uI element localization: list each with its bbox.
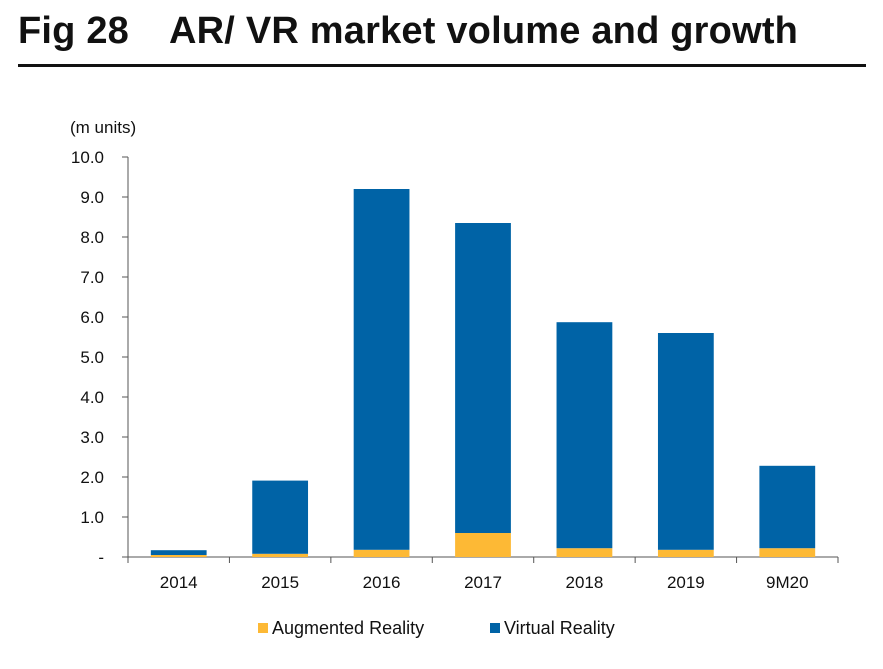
y-tick-label: 10.0 xyxy=(71,148,104,167)
y-tick-label: 8.0 xyxy=(80,228,104,247)
figure-number: Fig 28 xyxy=(18,10,130,52)
x-tick-label: 2019 xyxy=(667,573,705,592)
title-rule xyxy=(18,64,866,67)
bar-virtual-reality-2015 xyxy=(252,480,309,554)
legend-label-virtual-reality: Virtual Reality xyxy=(504,618,615,638)
legend: Augmented Reality Virtual Reality xyxy=(258,618,615,638)
bar-augmented-reality-2016 xyxy=(353,549,410,557)
y-tick-label: 3.0 xyxy=(80,428,104,447)
legend-swatch-augmented-reality xyxy=(258,623,268,633)
x-tick-label: 2016 xyxy=(363,573,401,592)
bar-virtual-reality-2017 xyxy=(455,223,511,533)
bar-augmented-reality-2014 xyxy=(150,555,207,557)
bar-virtual-reality-2018 xyxy=(556,322,613,549)
bar-augmented-reality-2019 xyxy=(657,549,714,557)
y-tick-label: 7.0 xyxy=(80,268,104,287)
y-tick-label: 4.0 xyxy=(80,388,104,407)
legend-swatch-virtual-reality xyxy=(490,623,500,633)
bar-augmented-reality-9m20 xyxy=(759,548,816,557)
bar-augmented-reality-2017 xyxy=(455,533,511,557)
y-tick-label: 5.0 xyxy=(80,348,104,367)
plot-area: - 1.0 2.0 3.0 4.0 5.0 6.0 7.0 8.0 9.0 10.0 2014 2015… xyxy=(71,148,839,592)
x-tick-label: 9M20 xyxy=(766,573,809,592)
x-tick-label: 2017 xyxy=(464,573,502,592)
x-tick-label: 2014 xyxy=(160,573,198,592)
bar-augmented-reality-2018 xyxy=(556,548,613,557)
y-tick-label: 9.0 xyxy=(80,188,104,207)
bar-augmented-reality-2015 xyxy=(252,553,309,557)
bar-virtual-reality-2014 xyxy=(150,550,207,555)
y-tick-label: 1.0 xyxy=(80,508,104,527)
x-tick-label: 2018 xyxy=(566,573,604,592)
figure-title: Fig 28 AR/ VR market volume and growth xyxy=(18,10,798,53)
y-tick-label: 2.0 xyxy=(80,468,104,487)
y-axis-label: (m units) xyxy=(70,118,136,137)
y-tick-label: - xyxy=(98,548,104,567)
bar-virtual-reality-2016 xyxy=(353,189,410,550)
y-tick-label: 6.0 xyxy=(80,308,104,327)
bar-virtual-reality-9m20 xyxy=(759,465,816,549)
bar-virtual-reality-2019 xyxy=(657,333,714,550)
figure-title-text: AR/ VR market volume and growth xyxy=(169,10,799,52)
x-tick-label: 2015 xyxy=(261,573,299,592)
legend-label-augmented-reality: Augmented Reality xyxy=(272,618,424,638)
